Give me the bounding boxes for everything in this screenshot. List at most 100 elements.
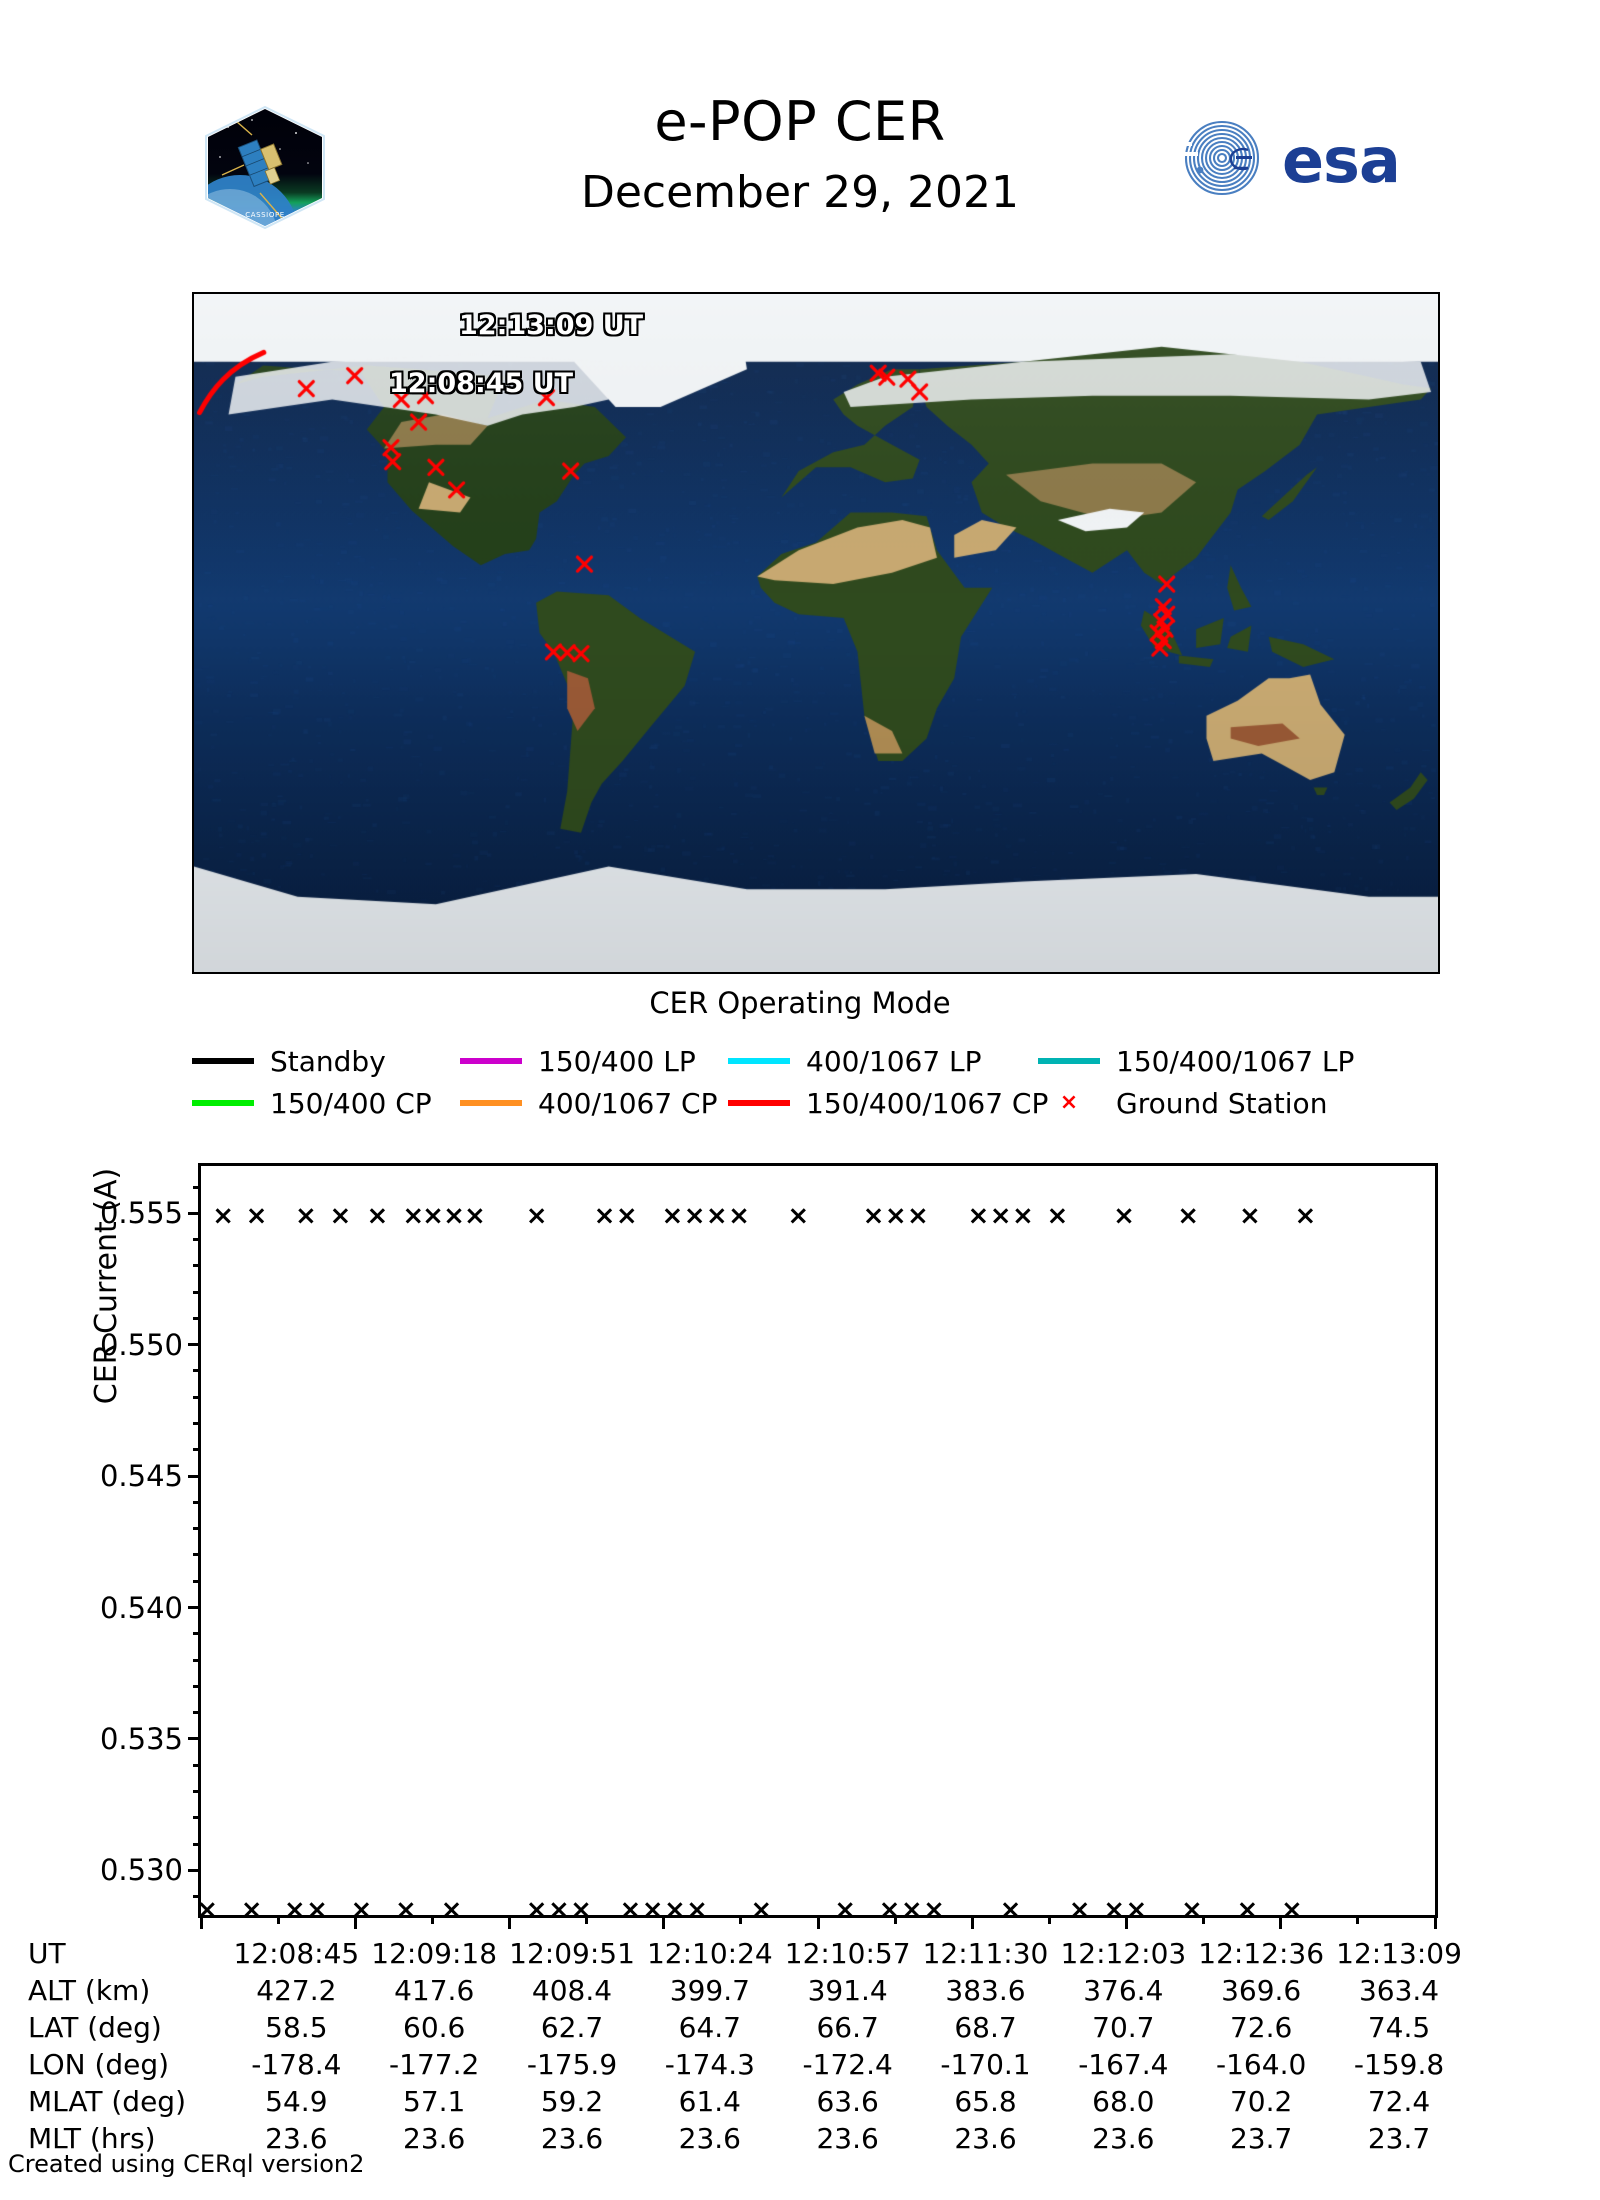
data-marker: ×: [367, 1203, 389, 1229]
data-marker: ×: [684, 1203, 706, 1229]
svg-text:esa: esa: [1282, 124, 1400, 197]
data-marker: ×: [295, 1203, 317, 1229]
table-row-header: UT: [28, 1935, 227, 1972]
ephemeris-table-wrap: UT 12:08:45 12:09:18 12:09:51 12:10:24 12:10:…: [0, 1935, 1600, 2157]
data-marker: ×: [642, 1897, 664, 1923]
legend-item-400-1067-lp: 400/1067 LP: [728, 1045, 1038, 1078]
table-cell: 23.6: [365, 2120, 503, 2157]
y-tick-minor: [193, 1264, 201, 1267]
y-tick-major: [188, 1737, 201, 1740]
y-tick-minor: [193, 1317, 201, 1320]
table-row: MLAT (deg) 54.9 57.1 59.2 61.4 63.6 65.8 68.0 70…: [28, 2083, 1468, 2120]
data-marker: ×: [548, 1897, 570, 1923]
table-cell: 23.6: [779, 2120, 917, 2157]
y-tick-label: 0.540: [100, 1591, 183, 1625]
table-row: ALT (km) 427.2 417.6 408.4 399.7 391.4 383.6 37…: [28, 1972, 1468, 2009]
table-cell: 72.4: [1330, 2083, 1468, 2120]
legend-item-150-400-cp: 150/400 CP: [192, 1087, 460, 1120]
table-cell: -177.2: [365, 2046, 503, 2083]
table-cell: 65.8: [917, 2083, 1055, 2120]
table-row-header: ALT (km): [28, 1972, 227, 2009]
table-cell: -174.3: [641, 2046, 779, 2083]
data-marker: ×: [879, 1897, 901, 1923]
x-tick-major: [971, 1915, 974, 1929]
data-marker: ×: [1103, 1897, 1125, 1923]
data-marker: ×: [1113, 1203, 1135, 1229]
data-marker: ×: [212, 1203, 234, 1229]
legend-item-400-1067-cp: 400/1067 CP: [460, 1087, 728, 1120]
table-cell: 12:09:51: [503, 1935, 641, 1972]
x-tick-major: [817, 1915, 820, 1929]
data-marker: ×: [620, 1897, 642, 1923]
y-tick-major: [188, 1869, 201, 1872]
ground-station-marker-icon: ×: [1038, 1092, 1100, 1114]
data-marker: ×: [990, 1203, 1012, 1229]
x-tick-minor: [277, 1915, 280, 1924]
data-marker: ×: [1000, 1897, 1022, 1923]
y-tick-minor: [193, 1527, 201, 1530]
x-tick-minor: [739, 1915, 742, 1924]
table-cell: 12:08:45: [227, 1935, 365, 1972]
table-cell: 74.5: [1330, 2009, 1468, 2046]
table-cell: 70.2: [1192, 2083, 1330, 2120]
table-cell: 68.0: [1054, 2083, 1192, 2120]
data-marker: ×: [330, 1203, 352, 1229]
data-marker: ×: [284, 1897, 306, 1923]
data-marker: ×: [464, 1203, 486, 1229]
table-cell: 12:11:30: [917, 1935, 1055, 1972]
data-marker: ×: [526, 1203, 548, 1229]
table-row-header: LAT (deg): [28, 2009, 227, 2046]
y-tick-label: 0.545: [100, 1459, 183, 1493]
y-tick-minor: [193, 1238, 201, 1241]
legend-swatch-150-400-1067-cp: [728, 1100, 790, 1106]
table-cell: 68.7: [917, 2009, 1055, 2046]
table-cell: 12:12:03: [1054, 1935, 1192, 1972]
table-cell: -172.4: [779, 2046, 917, 2083]
cer-current-plot: CER Current (A) 0.555 0.550 0.545 0.540 0.53…: [198, 1163, 1438, 1918]
table-row: LAT (deg) 58.5 60.6 62.7 64.7 66.7 68.7 70.7 72.…: [28, 2009, 1468, 2046]
data-marker: ×: [664, 1897, 686, 1923]
table-cell: 61.4: [641, 2083, 779, 2120]
y-tick-major: [188, 1212, 201, 1215]
table-cell: 417.6: [365, 1972, 503, 2009]
legend-item-standby: Standby: [192, 1045, 460, 1078]
data-marker: ×: [616, 1203, 638, 1229]
track-start-label: 12:08:45 UT: [389, 368, 573, 399]
y-tick-minor: [193, 1422, 201, 1425]
data-marker: ×: [443, 1203, 465, 1229]
x-tick-major: [508, 1915, 511, 1929]
data-marker: ×: [661, 1203, 683, 1229]
table-cell: 60.6: [365, 2009, 503, 2046]
table-row: UT 12:08:45 12:09:18 12:09:51 12:10:24 12:10:…: [28, 1935, 1468, 1972]
data-marker: ×: [968, 1203, 990, 1229]
table-cell: -175.9: [503, 2046, 641, 2083]
table-cell: 427.2: [227, 1972, 365, 2009]
legend-title: CER Operating Mode: [0, 986, 1600, 1020]
y-tick-minor: [193, 1501, 201, 1504]
legend-label-400-1067-cp: 400/1067 CP: [538, 1087, 717, 1120]
y-tick-minor: [193, 1659, 201, 1662]
data-marker: ×: [241, 1897, 263, 1923]
data-marker: ×: [246, 1203, 268, 1229]
table-cell: 399.7: [641, 1972, 779, 2009]
data-marker: ×: [594, 1203, 616, 1229]
x-tick-minor: [431, 1915, 434, 1924]
x-tick-minor: [1356, 1915, 1359, 1924]
data-marker: ×: [570, 1897, 592, 1923]
table-cell: 23.6: [641, 2120, 779, 2157]
data-marker: ×: [728, 1203, 750, 1229]
table-cell: 12:10:57: [779, 1935, 917, 1972]
y-tick-major: [188, 1475, 201, 1478]
y-tick-major: [188, 1343, 201, 1346]
legend-swatch-150-400-lp: [460, 1058, 522, 1064]
data-marker: ×: [686, 1897, 708, 1923]
data-marker: ×: [1046, 1203, 1068, 1229]
legend-label-150-400-lp: 150/400 LP: [538, 1045, 696, 1078]
data-marker: ×: [901, 1897, 923, 1923]
legend: Standby 150/400 LP 400/1067 LP 150/400/1…: [192, 1040, 1440, 1124]
legend-row-2: 150/400 CP 400/1067 CP 150/400/1067 CP ×…: [192, 1082, 1440, 1124]
legend-row-1: Standby 150/400 LP 400/1067 LP 150/400/1…: [192, 1040, 1440, 1082]
esa-logo: esa: [1178, 112, 1468, 200]
table-cell: -170.1: [917, 2046, 1055, 2083]
table-cell: -178.4: [227, 2046, 365, 2083]
